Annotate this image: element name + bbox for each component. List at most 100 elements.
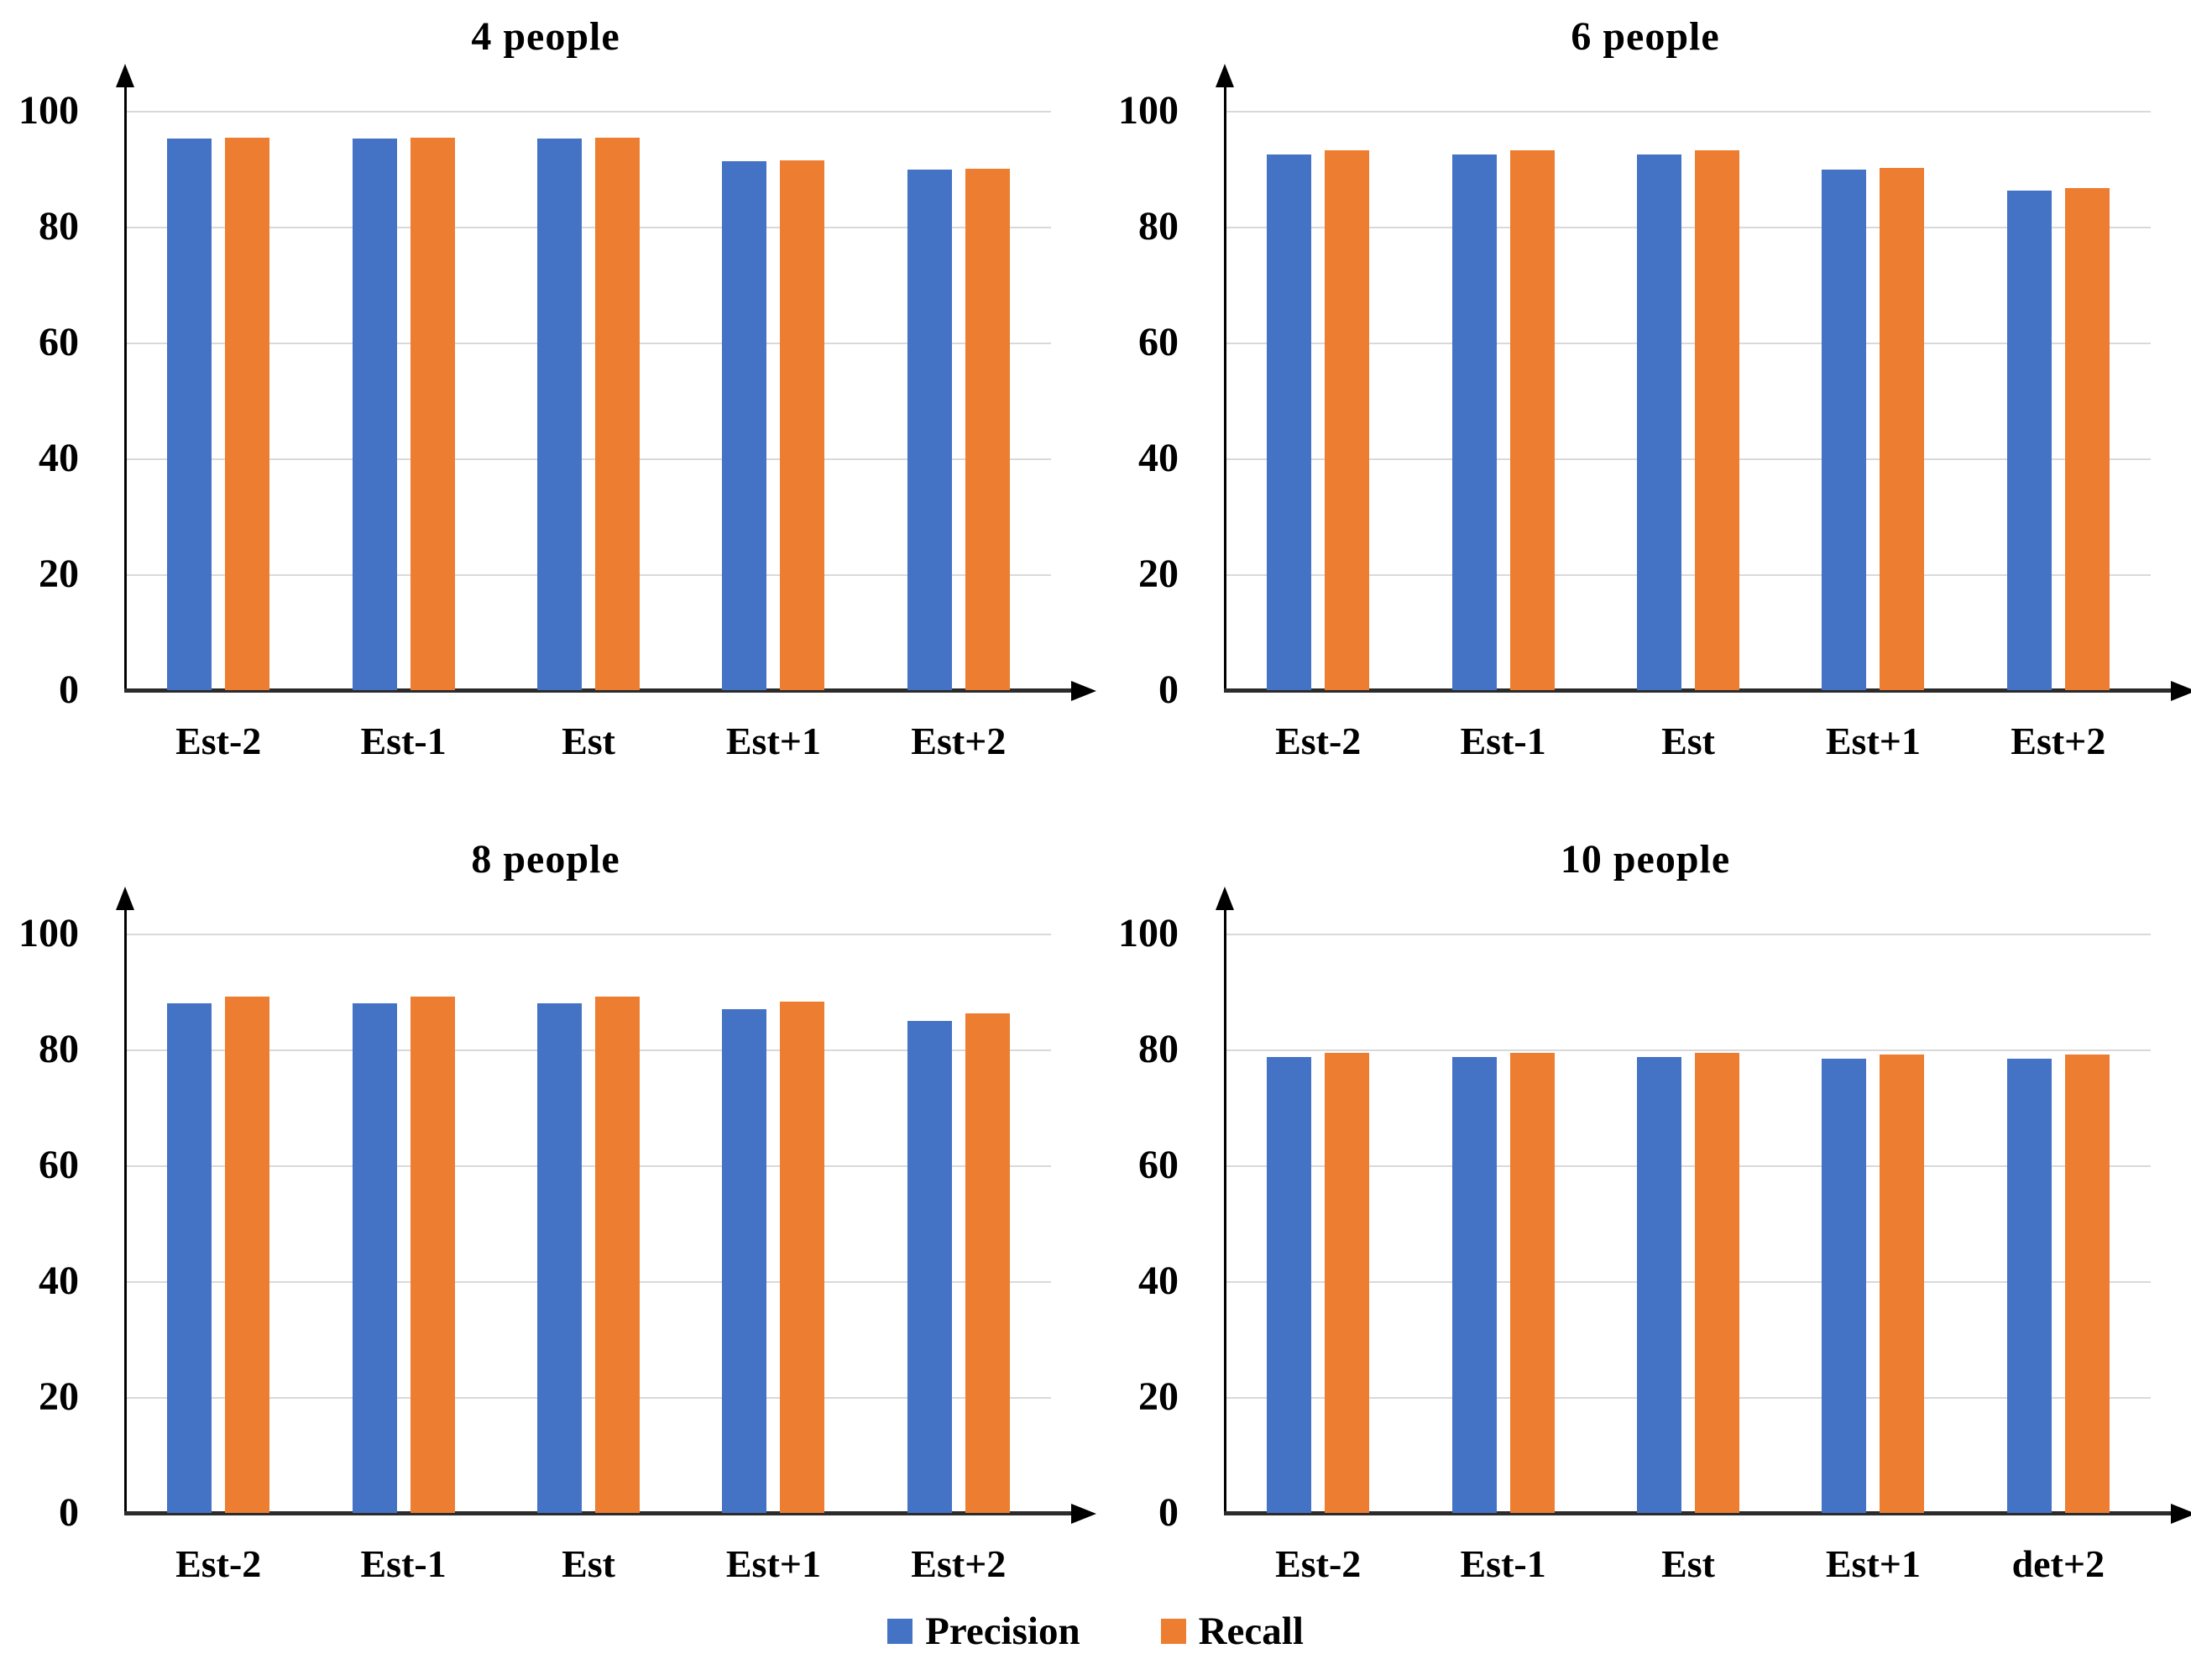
- bar-group-det+2: [1966, 934, 2151, 1513]
- bar-precision-Est+1: [722, 161, 767, 690]
- x-axis-labels-10-people: Est-2 Est-1 Est Est+1 det+2: [1226, 1541, 2151, 1586]
- bar-group-Est-1: [311, 934, 495, 1513]
- y-axis-arrow-icon: [116, 64, 134, 87]
- bar-precision-Est: [537, 139, 583, 690]
- bar-precision-Est-1: [352, 1002, 397, 1513]
- bar-precision-Est+2: [2006, 190, 2052, 690]
- bars-layer: [126, 111, 1051, 690]
- bar-group-Est+2: [866, 934, 1051, 1513]
- bar-group-Est-2: [1226, 111, 1410, 690]
- y-tick-label-100: 100: [1118, 88, 1179, 133]
- bar-precision-Est: [1637, 154, 1682, 690]
- bar-group-Est-2: [126, 934, 311, 1513]
- bar-precision-det+2: [2006, 1059, 2052, 1513]
- x-label-Est-2: Est-2: [1275, 720, 1362, 762]
- bar-group-Est-1: [311, 111, 495, 690]
- x-label-Est-2: Est-2: [175, 720, 262, 762]
- bar-group-Est: [1596, 111, 1781, 690]
- y-axis-arrow-icon: [116, 887, 134, 910]
- legend: Precision Recall: [0, 1609, 2191, 1654]
- y-tick-label-60: 60: [1138, 1143, 1179, 1187]
- bar-precision-Est-1: [1451, 1056, 1497, 1513]
- x-axis-line: [124, 1511, 1073, 1515]
- chart-panel-4-people: 4 people 100 80 60 40 20 0 Est-2 Est-1 Est Est+1…: [0, 0, 1096, 793]
- y-tick-label-80: 80: [1138, 204, 1179, 249]
- y-tick-label-0: 0: [59, 667, 79, 712]
- bar-recall-Est+1: [780, 1002, 825, 1513]
- bar-recall-Est: [1695, 1053, 1740, 1513]
- gridline-y-80: [126, 227, 1051, 228]
- x-axis-line: [1224, 688, 2173, 693]
- bar-precision-Est+1: [722, 1008, 767, 1513]
- x-axis-arrow-icon: [2171, 1504, 2191, 1524]
- bar-recall-Est-2: [225, 138, 270, 690]
- legend-label-precision: Precision: [925, 1609, 1080, 1653]
- bar-group-Est-2: [1226, 934, 1410, 1513]
- x-label-Est+2: Est+2: [911, 720, 1007, 762]
- x-label-Est+1: Est+1: [1825, 720, 1921, 762]
- x-axis-labels-6-people: Est-2 Est-1 Est Est+1 Est+2: [1226, 719, 2151, 763]
- x-axis-arrow-icon: [1071, 681, 1096, 701]
- y-tick-label-40: 40: [39, 1259, 79, 1303]
- y-tick-label-100: 100: [18, 911, 79, 955]
- y-tick-label-60: 60: [39, 320, 79, 364]
- bar-recall-Est+1: [780, 160, 825, 690]
- bar-precision-Est-2: [1267, 1056, 1312, 1513]
- legend-label-recall: Recall: [1198, 1609, 1304, 1653]
- bar-recall-Est-1: [1509, 1053, 1555, 1513]
- y-tick-label-80: 80: [1138, 1027, 1179, 1071]
- bar-precision-Est-1: [1451, 154, 1497, 690]
- bars-layer: [1226, 111, 2151, 690]
- bar-group-Est+1: [681, 111, 865, 690]
- x-label-Est+1: Est+1: [1825, 1542, 1921, 1585]
- bar-precision-Est: [1637, 1056, 1682, 1513]
- bar-recall-Est-2: [1325, 149, 1370, 690]
- y-tick-label-40: 40: [1138, 1259, 1179, 1303]
- bar-precision-Est-2: [167, 1002, 212, 1513]
- bar-recall-Est-1: [410, 138, 455, 690]
- gridline-y-40: [126, 1281, 1051, 1283]
- y-tick-label-20: 20: [39, 552, 79, 596]
- bar-group-Est+1: [681, 934, 865, 1513]
- chart-title-10-people: 10 people: [1560, 837, 1731, 882]
- gridline-y-80: [1226, 1049, 2151, 1051]
- x-axis-labels-8-people: Est-2 Est-1 Est Est+1 Est+2: [126, 1541, 1051, 1586]
- plot-area-8-people: 100 80 60 40 20 0: [18, 887, 1096, 1533]
- y-tick-label-60: 60: [39, 1143, 79, 1187]
- chart-panel-8-people: 8 people 100 80 60 40 20 0 Est-2 Est-1 Est Est+1…: [0, 798, 1096, 1591]
- y-tick-label-100: 100: [18, 88, 79, 133]
- x-axis-line: [1224, 1511, 2173, 1515]
- x-label-Est-1: Est-1: [360, 1542, 447, 1585]
- bar-precision-Est-2: [167, 139, 212, 690]
- y-tick-label-0: 0: [1158, 1490, 1179, 1535]
- x-axis-arrow-icon: [2171, 681, 2191, 701]
- y-axis-line: [124, 908, 127, 1515]
- y-axis-line: [1224, 86, 1226, 692]
- gridline-y-60: [1226, 1165, 2151, 1167]
- y-tick-label-20: 20: [1138, 1374, 1179, 1419]
- bar-precision-Est: [537, 1002, 583, 1513]
- bar-recall-Est: [1695, 149, 1740, 690]
- y-tick-label-40: 40: [1138, 436, 1179, 480]
- legend-item-recall: Recall: [1160, 1609, 1304, 1654]
- y-tick-label-0: 0: [59, 1490, 79, 1535]
- x-label-Est-1: Est-1: [1460, 1542, 1546, 1585]
- bar-recall-det+2: [2064, 1054, 2110, 1513]
- x-label-Est+1: Est+1: [725, 1542, 821, 1585]
- bar-group-Est-1: [1410, 934, 1595, 1513]
- chart-panel-10-people: 10 people 100 80 60 40 20 0 Est-2 Est-1 Est Est+…: [1100, 798, 2191, 1591]
- gridline-y-100: [1226, 111, 2151, 113]
- gridline-y-40: [126, 458, 1051, 460]
- x-label-Est+1: Est+1: [725, 720, 821, 762]
- gridline-y-20: [126, 1397, 1051, 1399]
- y-tick-label-80: 80: [39, 1027, 79, 1071]
- bar-group-Est+2: [1966, 111, 2151, 690]
- chart-title-8-people: 8 people: [471, 837, 620, 882]
- gridline-y-100: [126, 934, 1051, 935]
- bar-group-Est+1: [1781, 111, 1965, 690]
- bar-recall-Est-1: [1509, 149, 1555, 690]
- x-axis-line: [124, 688, 1073, 693]
- bar-group-Est: [496, 934, 681, 1513]
- bar-group-Est: [496, 111, 681, 690]
